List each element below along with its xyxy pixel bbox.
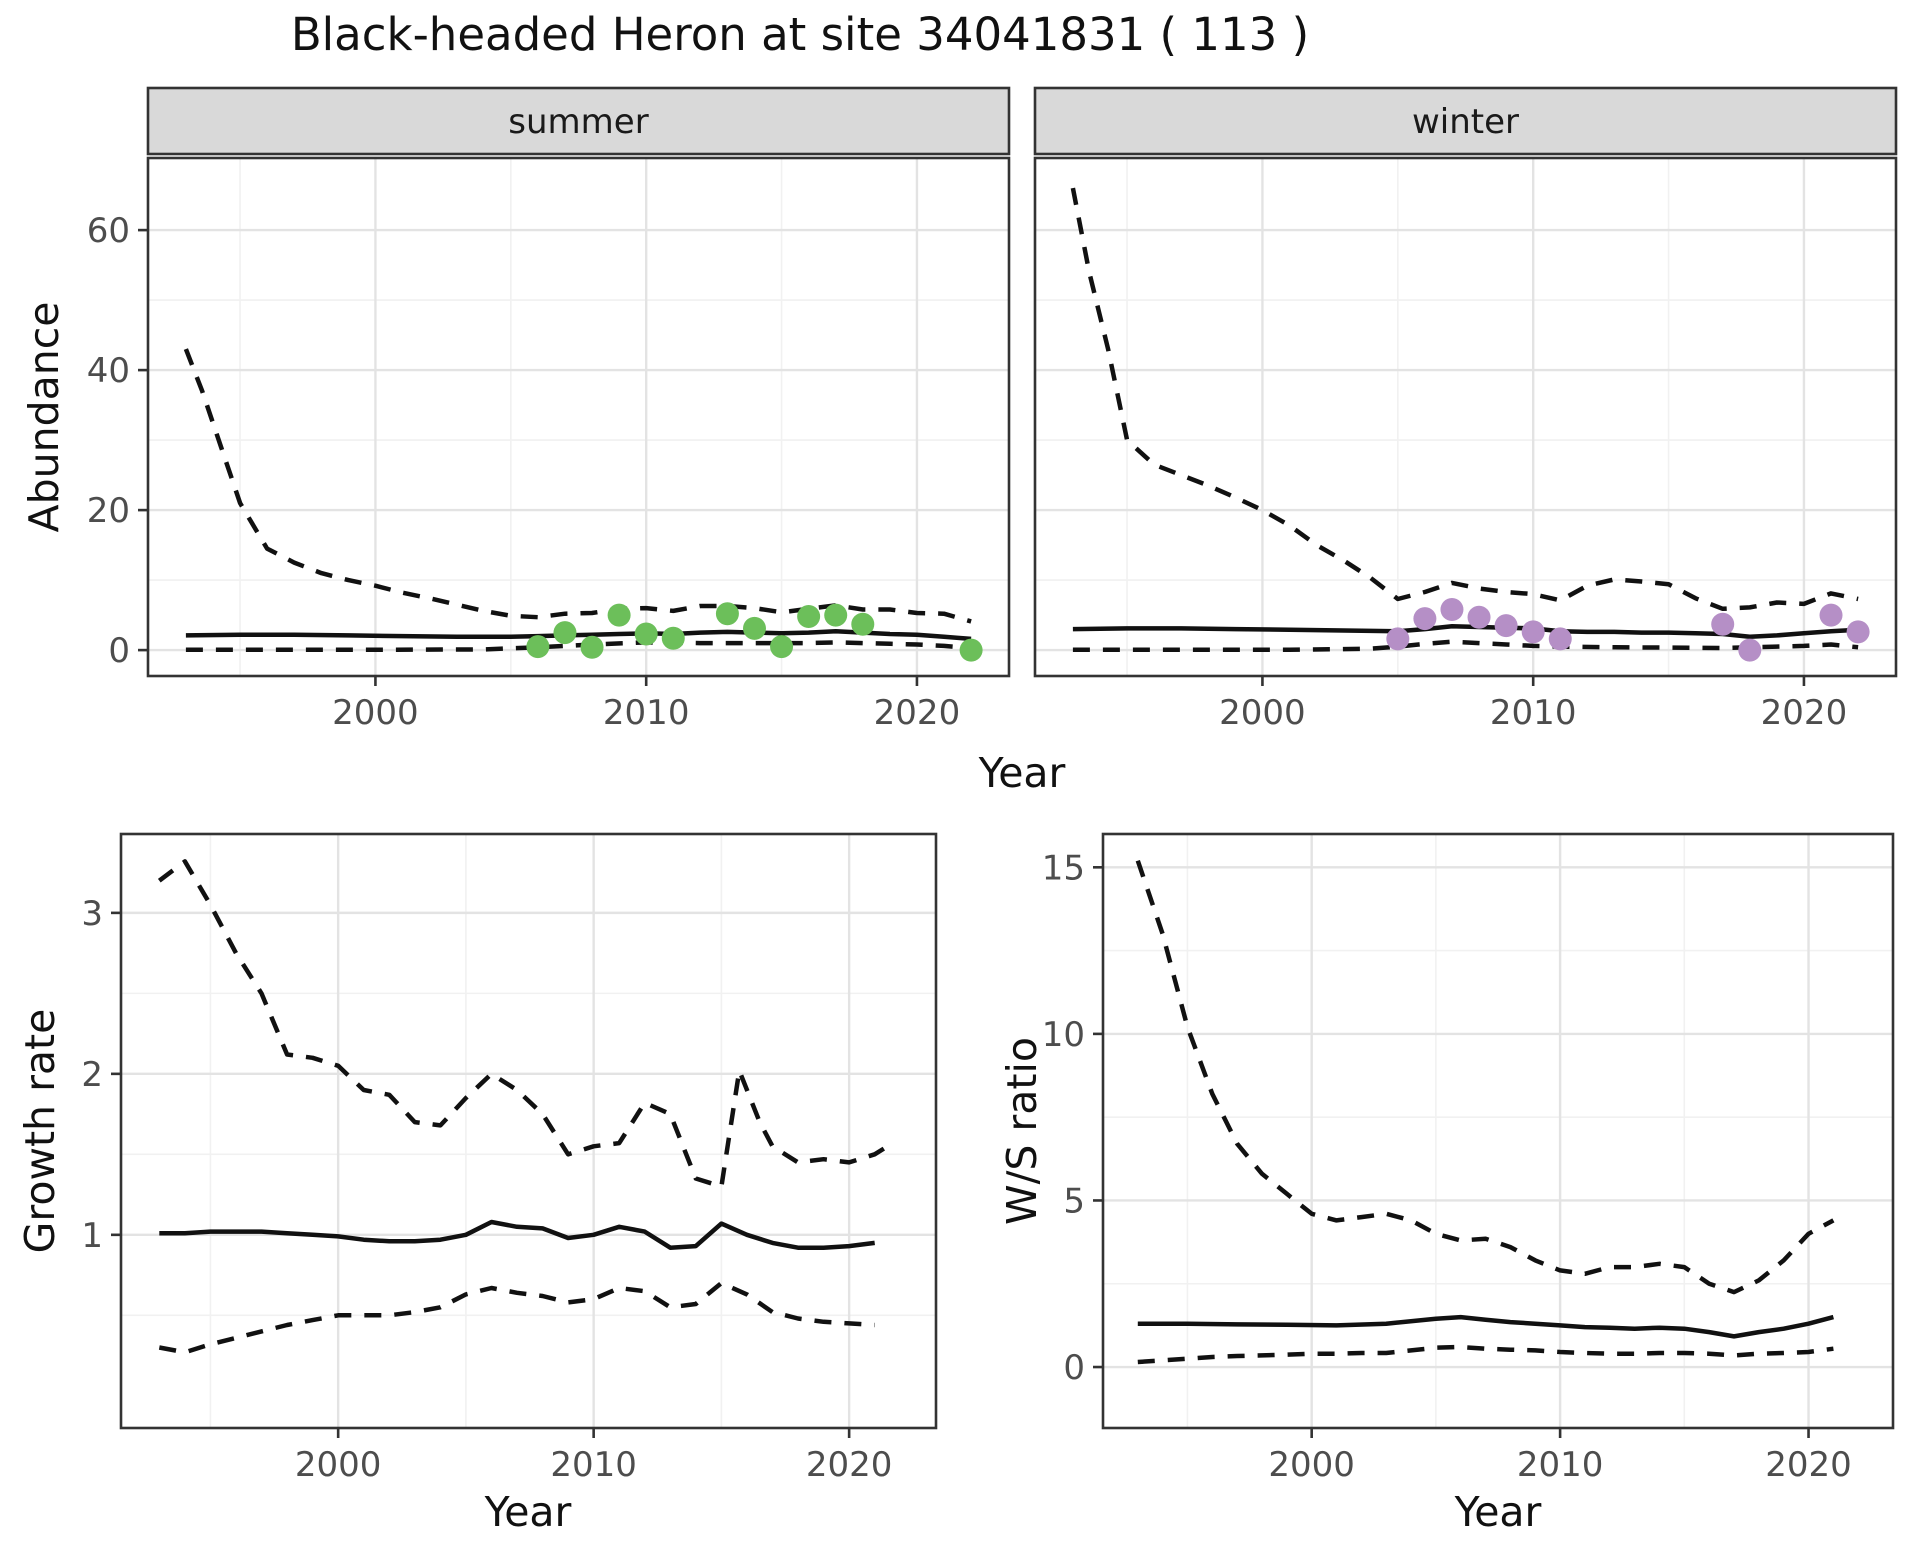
- y-tick-label: 0: [1063, 1348, 1085, 1388]
- x-tick-label: 2000: [332, 693, 419, 733]
- facet-label-summer: summer: [508, 102, 648, 142]
- series-median: [1072, 624, 1859, 640]
- facet-label-winter: winter: [1412, 102, 1519, 142]
- y-tick-label: 3: [81, 894, 103, 934]
- x-tick-label: 2010: [1490, 693, 1577, 733]
- x-tick-label: 2020: [1761, 693, 1848, 733]
- series-lower_ci: [1137, 1344, 1834, 1365]
- data-point-abundance_summer: [553, 621, 577, 645]
- y-tick-label: 60: [87, 211, 130, 251]
- series-lower_ci: [185, 640, 972, 653]
- y-tick-label: 1: [81, 1216, 103, 1256]
- series-upper_ci: [157, 859, 889, 1189]
- panel-ws_ratio: 2000 2010 2020 0 5 10 15: [1042, 832, 1895, 1485]
- data-point-abundance_summer: [580, 635, 604, 659]
- x-tick-label: 2010: [550, 1445, 637, 1485]
- series-lower_ci: [1072, 639, 1859, 653]
- y-axis-title-abundance: Abundance: [20, 301, 68, 533]
- y-tick-label: 10: [1042, 1015, 1085, 1055]
- chart-title: Black-headed Heron at site 34041831 ( 11…: [290, 8, 1310, 61]
- data-point-abundance_winter: [1711, 612, 1735, 636]
- data-point-abundance_winter: [1440, 598, 1464, 621]
- data-point-abundance_winter: [1521, 620, 1545, 644]
- data-point-abundance_summer: [797, 605, 821, 628]
- panel-border: [1033, 156, 1898, 678]
- x-tick-label: 2020: [1765, 1445, 1852, 1485]
- x-tick-label: 2020: [874, 693, 961, 733]
- data-point-abundance_winter: [1819, 603, 1843, 627]
- x-axis-title-ws: Year: [1454, 1488, 1542, 1536]
- data-point-abundance_winter: [1548, 627, 1572, 651]
- panel-border: [119, 832, 938, 1430]
- panel-growth_rate: 2000 2010 2020 1 2 3: [81, 832, 938, 1485]
- data-point-abundance_summer: [770, 635, 794, 659]
- data-point-abundance_summer: [634, 622, 658, 646]
- series-median: [159, 1219, 875, 1250]
- x-axis-title-top: Year: [978, 749, 1066, 797]
- data-point-abundance_winter: [1467, 605, 1491, 629]
- panel-abundance_summer: summer 2000 2010 2020 0 20 40 60: [87, 86, 1011, 733]
- series-upper_ci: [1070, 187, 1859, 612]
- data-point-abundance_summer: [824, 603, 848, 627]
- data-point-abundance_winter: [1738, 638, 1762, 662]
- series-lower_ci: [158, 1280, 875, 1355]
- x-tick-label: 2000: [295, 1445, 382, 1485]
- data-point-abundance_summer: [959, 638, 983, 662]
- facet-strip: [146, 86, 1011, 156]
- x-tick-label: 2000: [1219, 693, 1306, 733]
- data-point-abundance_summer: [607, 603, 631, 627]
- y-tick-label: 2: [81, 1055, 103, 1095]
- x-tick-label: 2010: [603, 693, 690, 733]
- y-tick-label: 40: [87, 351, 130, 391]
- data-point-abundance_summer: [742, 616, 766, 640]
- y-axis-title-ws: W/S ratio: [998, 1037, 1046, 1225]
- x-tick-label: 2000: [1268, 1445, 1355, 1485]
- data-point-abundance_summer: [526, 635, 550, 659]
- y-axis-title-growth: Growth rate: [16, 1008, 64, 1254]
- x-tick-label: 2010: [1517, 1445, 1604, 1485]
- y-tick-label: 0: [108, 631, 130, 671]
- data-point-abundance_winter: [1494, 614, 1518, 638]
- x-axis-title-growth: Year: [484, 1488, 572, 1536]
- y-tick-label: 15: [1042, 848, 1085, 888]
- panel-border: [146, 156, 1011, 678]
- data-point-abundance_winter: [1846, 620, 1870, 644]
- series-median: [1137, 1314, 1834, 1339]
- y-tick-label: 20: [87, 491, 130, 531]
- y-tick-label: 5: [1063, 1181, 1085, 1221]
- data-point-abundance_summer: [715, 602, 739, 626]
- data-point-abundance_winter: [1386, 627, 1410, 651]
- x-tick-label: 2020: [806, 1445, 893, 1485]
- series-upper_ci: [183, 348, 972, 624]
- panel-abundance_winter: winter 2000 2010 2020: [1033, 86, 1898, 733]
- data-point-abundance_summer: [851, 612, 875, 636]
- series-upper_ci: [1135, 859, 1835, 1295]
- panel-border: [1101, 832, 1895, 1430]
- data-point-abundance_summer: [661, 626, 685, 650]
- data-point-abundance_winter: [1413, 607, 1437, 631]
- facet-strip: [1033, 86, 1898, 156]
